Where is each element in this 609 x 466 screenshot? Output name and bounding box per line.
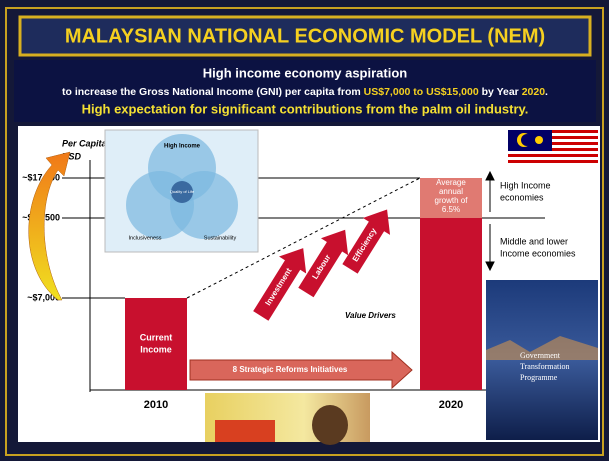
text: . bbox=[545, 86, 548, 98]
range-label: Income economies bbox=[500, 248, 576, 258]
title: MALAYSIAN NATIONAL ECONOMIC MODEL (NEM) bbox=[65, 25, 545, 47]
bar-label: Current bbox=[140, 332, 173, 342]
cover-title: Programme bbox=[520, 373, 558, 382]
text: by Year bbox=[479, 86, 522, 98]
growth-label: annual bbox=[439, 187, 463, 196]
year-label: 2010 bbox=[144, 399, 168, 411]
text: to increase the Gross National Income (G… bbox=[62, 86, 364, 98]
star bbox=[535, 136, 543, 144]
crescent-cut bbox=[521, 134, 533, 146]
cover-title: Transformation bbox=[520, 362, 569, 371]
reforms-label: 8 Strategic Reforms Initiatives bbox=[233, 365, 348, 374]
venn-label: Quality of Life bbox=[170, 189, 195, 194]
venn-label: Sustainability bbox=[204, 235, 237, 241]
stripe bbox=[508, 154, 598, 157]
range-label: economies bbox=[500, 192, 544, 202]
banner-line: to increase the Gross National Income (G… bbox=[62, 86, 548, 98]
range-label: High Income bbox=[500, 180, 551, 190]
drivers-caption: Value Drivers bbox=[345, 311, 396, 320]
venn-label: High Income bbox=[164, 144, 201, 150]
highlight: 2020 bbox=[522, 86, 546, 98]
cover-title: Government bbox=[520, 351, 561, 360]
flag bbox=[508, 130, 598, 168]
growth-label: Average bbox=[436, 178, 466, 187]
slide: MALAYSIAN NATIONAL ECONOMIC MODEL (NEM) … bbox=[0, 0, 609, 461]
banner-heading: High income economy aspiration bbox=[203, 65, 407, 80]
tagline: High expectation for significant contrib… bbox=[82, 101, 529, 116]
photo-figure bbox=[312, 405, 348, 445]
year-label: 2020 bbox=[439, 399, 463, 411]
highlight: US$7,000 to US$15,000 bbox=[364, 86, 479, 98]
venn-label: Inclusiveness bbox=[128, 235, 161, 241]
growth-label: 6.5% bbox=[442, 205, 460, 214]
growth-label: growth of bbox=[435, 196, 469, 205]
stripe bbox=[508, 160, 598, 163]
range-label: Middle and lower bbox=[500, 236, 568, 246]
photo-object bbox=[215, 420, 275, 442]
bar-label: Income bbox=[140, 344, 172, 354]
